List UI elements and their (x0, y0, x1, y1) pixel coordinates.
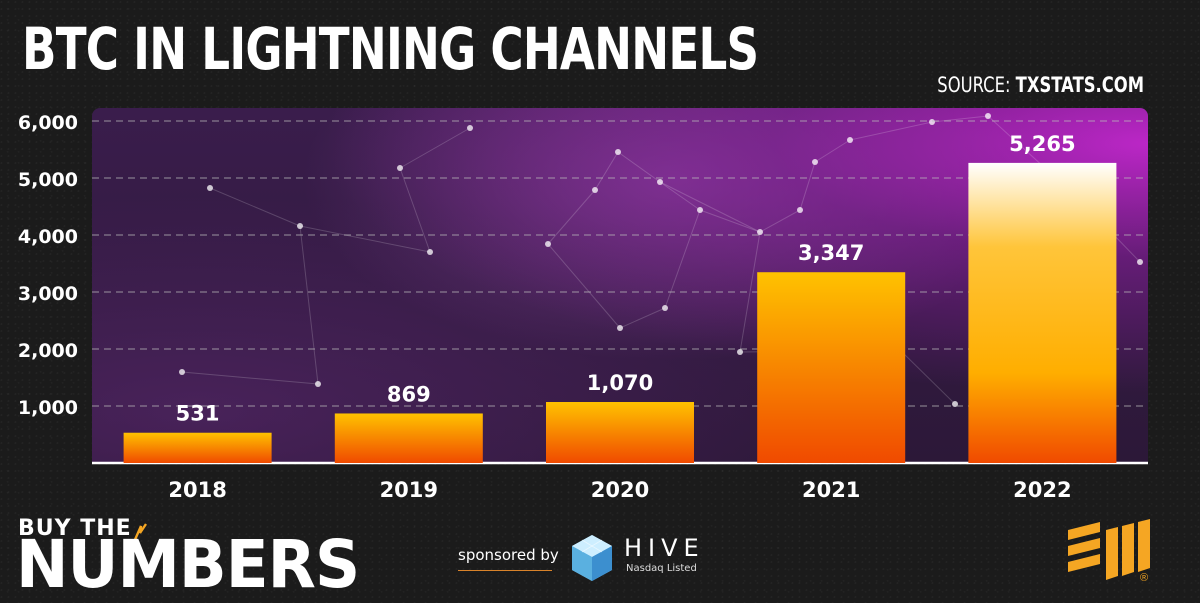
y-tick-label: 3,000 (18, 283, 78, 305)
y-tick-label: 6,000 (18, 112, 78, 134)
bar-value-label: 5,265 (1009, 132, 1075, 156)
network-node (397, 165, 403, 171)
network-node (297, 223, 303, 229)
network-line (814, 139, 851, 163)
network-line (547, 243, 621, 329)
network-node (427, 249, 433, 255)
network-node (545, 241, 551, 247)
network-line (299, 225, 431, 253)
network-node (812, 159, 818, 165)
network-node (662, 305, 668, 311)
network-node (929, 119, 935, 125)
network-line (739, 231, 761, 353)
bar-2022 (968, 162, 1117, 463)
buy-the-numbers-logo: BUY THE NUMBERS (10, 516, 450, 603)
x-tick-label: 2019 (380, 478, 438, 502)
bar-2021 (757, 272, 906, 463)
sponsor-underline (458, 570, 552, 571)
network-line (617, 151, 661, 183)
network-line (399, 127, 471, 169)
source-note: SOURCE: TXSTATS.COM (937, 72, 1144, 98)
network-node (315, 381, 321, 387)
network-line (209, 187, 301, 227)
x-tick-label: 2022 (1013, 478, 1071, 502)
x-tick-label: 2021 (802, 478, 860, 502)
bar-2018 (123, 432, 272, 463)
network-line (699, 209, 761, 233)
network-node (467, 125, 473, 131)
network-node (797, 207, 803, 213)
network-node (657, 179, 663, 185)
bar-value-label: 3,347 (798, 241, 864, 265)
network-line (849, 121, 933, 141)
network-line (931, 115, 989, 123)
network-line (799, 161, 816, 211)
network-node (1137, 259, 1143, 265)
y-tick-label: 4,000 (18, 226, 78, 248)
chart-title: BTC IN LIGHTNING CHANNELS (22, 15, 759, 83)
hive-wordmark: HIVE (624, 534, 705, 562)
network-line (619, 307, 666, 329)
network-node (179, 369, 185, 375)
network-node (757, 229, 763, 235)
hive-cube-icon (572, 535, 612, 581)
network-line (399, 167, 431, 253)
x-tick-label: 2018 (168, 478, 226, 502)
network-node (737, 349, 743, 355)
network-line (664, 209, 701, 309)
x-tick-label: 2020 (591, 478, 649, 502)
network-line (594, 151, 619, 191)
network-line (299, 225, 319, 385)
network-node (847, 137, 853, 143)
network-line (547, 189, 596, 245)
network-line (759, 209, 801, 233)
hive-nasdaq-listed: Nasdaq Listed (626, 563, 697, 574)
network-node (617, 325, 623, 331)
y-tick-label: 1,000 (18, 397, 78, 419)
registered-mark: ® (1140, 572, 1149, 584)
network-node (592, 187, 598, 193)
source-label: SOURCE: (937, 73, 1011, 97)
bar-value-label: 869 (387, 382, 431, 406)
sponsored-by-text: sponsored by (458, 546, 559, 564)
logo-small-text: BUY THE (18, 516, 132, 541)
bitcoin-magazine-logo-icon (1068, 519, 1150, 580)
y-tick-label: 5,000 (18, 169, 78, 191)
network-node (697, 207, 703, 213)
network-node (615, 149, 621, 155)
logo-big-text: NUMBERS (16, 526, 360, 603)
network-line (181, 371, 319, 385)
bar-value-label: 531 (176, 402, 220, 426)
network-line (659, 181, 761, 233)
bar-2019 (334, 413, 483, 463)
network-line (899, 349, 956, 405)
bar-chart: 1,000 2,000 3,000 4,000 5,000 6,000 531 2018 869… (18, 112, 1148, 502)
bar-2020 (546, 402, 694, 463)
network-node (985, 113, 991, 119)
y-tick-label: 2,000 (18, 340, 78, 362)
network-node (207, 185, 213, 191)
bar-value-label: 1,070 (587, 371, 653, 395)
spark-icon (132, 523, 147, 543)
source-value: TXSTATS.COM (1015, 73, 1144, 97)
network-line (659, 181, 701, 211)
